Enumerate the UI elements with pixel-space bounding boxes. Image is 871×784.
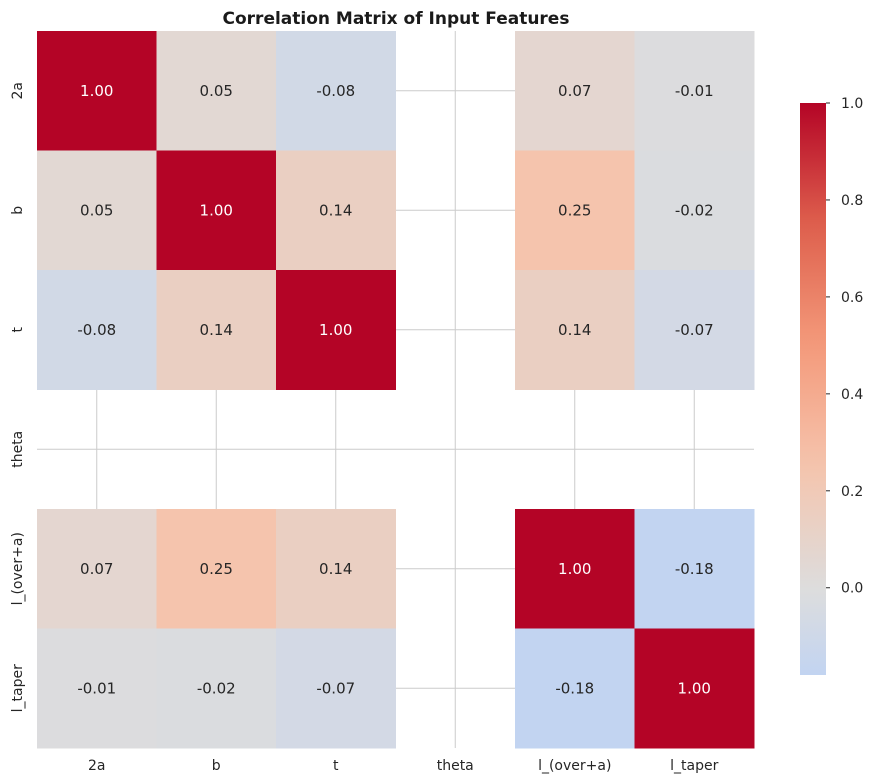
- y-tick-label: b: [10, 206, 26, 215]
- cell-value-label: -0.07: [675, 321, 714, 339]
- heatmap-cell: [515, 509, 635, 629]
- cell-value-label: -0.02: [675, 201, 714, 219]
- x-axis-tick-labels: 2a b t theta l_(over+a) l_taper: [88, 758, 719, 774]
- x-tick-label: l_(over+a): [538, 758, 611, 774]
- cell-value-label: -0.07: [316, 679, 355, 697]
- heatmap-cells: [37, 31, 755, 749]
- y-tick-label: l_(over+a): [10, 532, 26, 605]
- heatmap-cell: [276, 270, 396, 390]
- heatmap-cell: [37, 270, 157, 390]
- heatmap-cell: [515, 31, 635, 151]
- heatmap-cell: [634, 270, 755, 390]
- cell-value-label: 1.00: [319, 321, 352, 339]
- y-axis-tick-labels: 2a b t theta l_(over+a) l_taper: [10, 82, 26, 712]
- heatmap-cell: [276, 628, 396, 749]
- y-tick-label: l_taper: [10, 664, 26, 712]
- cell-value-label: 0.05: [80, 201, 113, 219]
- cell-value-label: -0.18: [675, 560, 714, 578]
- heatmap-cell: [156, 270, 277, 390]
- cell-value-label: 1.00: [678, 679, 711, 697]
- colorbar-tick-label: 0.4: [841, 387, 863, 403]
- cell-value-label: -0.18: [555, 679, 594, 697]
- cell-value-label: 1.00: [80, 82, 113, 100]
- y-tick-label: theta: [10, 431, 26, 468]
- cell-value-label: 0.14: [558, 321, 591, 339]
- colorbar-tick-label: 0.6: [841, 290, 863, 306]
- colorbar-tick-label: 0.8: [841, 193, 863, 209]
- colorbar-tick-label: 1.0: [841, 96, 863, 112]
- x-tick-label: 2a: [88, 758, 106, 774]
- cell-value-label: 0.07: [558, 82, 591, 100]
- x-tick-label: b: [212, 758, 221, 774]
- heatmap-cell: [634, 628, 755, 749]
- colorbar-ticks: 0.0 0.2 0.4 0.6 0.8 1.0: [826, 96, 863, 597]
- heatmap-cell: [156, 31, 277, 151]
- cell-value-label: 0.07: [80, 560, 113, 578]
- heatmap-cell: [37, 509, 157, 629]
- colorbar: 0.0 0.2 0.4 0.6 0.8 1.0: [800, 96, 863, 675]
- cell-value-label: 0.25: [200, 560, 233, 578]
- x-tick-label: l_taper: [670, 758, 718, 774]
- heatmap-cell: [276, 150, 396, 271]
- chart-title: Correlation Matrix of Input Features: [223, 9, 570, 29]
- cell-value-label: 0.05: [200, 82, 233, 100]
- cell-value-label: 1.00: [200, 201, 233, 219]
- heatmap-cell: [515, 150, 635, 271]
- x-tick-label: t: [333, 758, 339, 774]
- colorbar-tick-label: 0.0: [841, 581, 863, 597]
- cell-value-label: -0.08: [77, 321, 116, 339]
- heatmap-cell: [515, 628, 635, 749]
- colorbar-tick-label: 0.2: [841, 484, 863, 500]
- heatmap-cell: [37, 31, 157, 151]
- cell-value-label: -0.01: [77, 679, 116, 697]
- heatmap-cell: [156, 628, 277, 749]
- cell-value-label: -0.02: [197, 679, 236, 697]
- cell-value-label: 0.14: [319, 560, 352, 578]
- heatmap-cell: [276, 31, 396, 151]
- colorbar-gradient: [800, 103, 826, 675]
- y-tick-label: 2a: [10, 82, 26, 100]
- cell-annotations: 1.00 0.05 -0.08 0.07 -0.01 0.05 1.00 0.14 0.25 -0…: [77, 82, 713, 698]
- cell-value-label: 0.14: [319, 201, 352, 219]
- cell-value-label: 0.25: [558, 201, 591, 219]
- x-tick-label: theta: [437, 758, 474, 774]
- heatmap-cell: [156, 150, 277, 271]
- heatmap-cell: [276, 509, 396, 629]
- heatmap-cell: [156, 509, 277, 629]
- cell-value-label: -0.01: [675, 82, 714, 100]
- heatmap-cell: [634, 31, 755, 151]
- cell-value-label: 0.14: [200, 321, 233, 339]
- cell-value-label: -0.08: [316, 82, 355, 100]
- cell-value-label: 1.00: [558, 560, 591, 578]
- y-tick-label: t: [10, 327, 26, 333]
- heatmap-cell: [37, 628, 157, 749]
- heatmap-cell: [37, 150, 157, 271]
- heatmap-cell: [634, 509, 755, 629]
- heatmap-cell: [515, 270, 635, 390]
- heatmap-cell: [634, 150, 755, 271]
